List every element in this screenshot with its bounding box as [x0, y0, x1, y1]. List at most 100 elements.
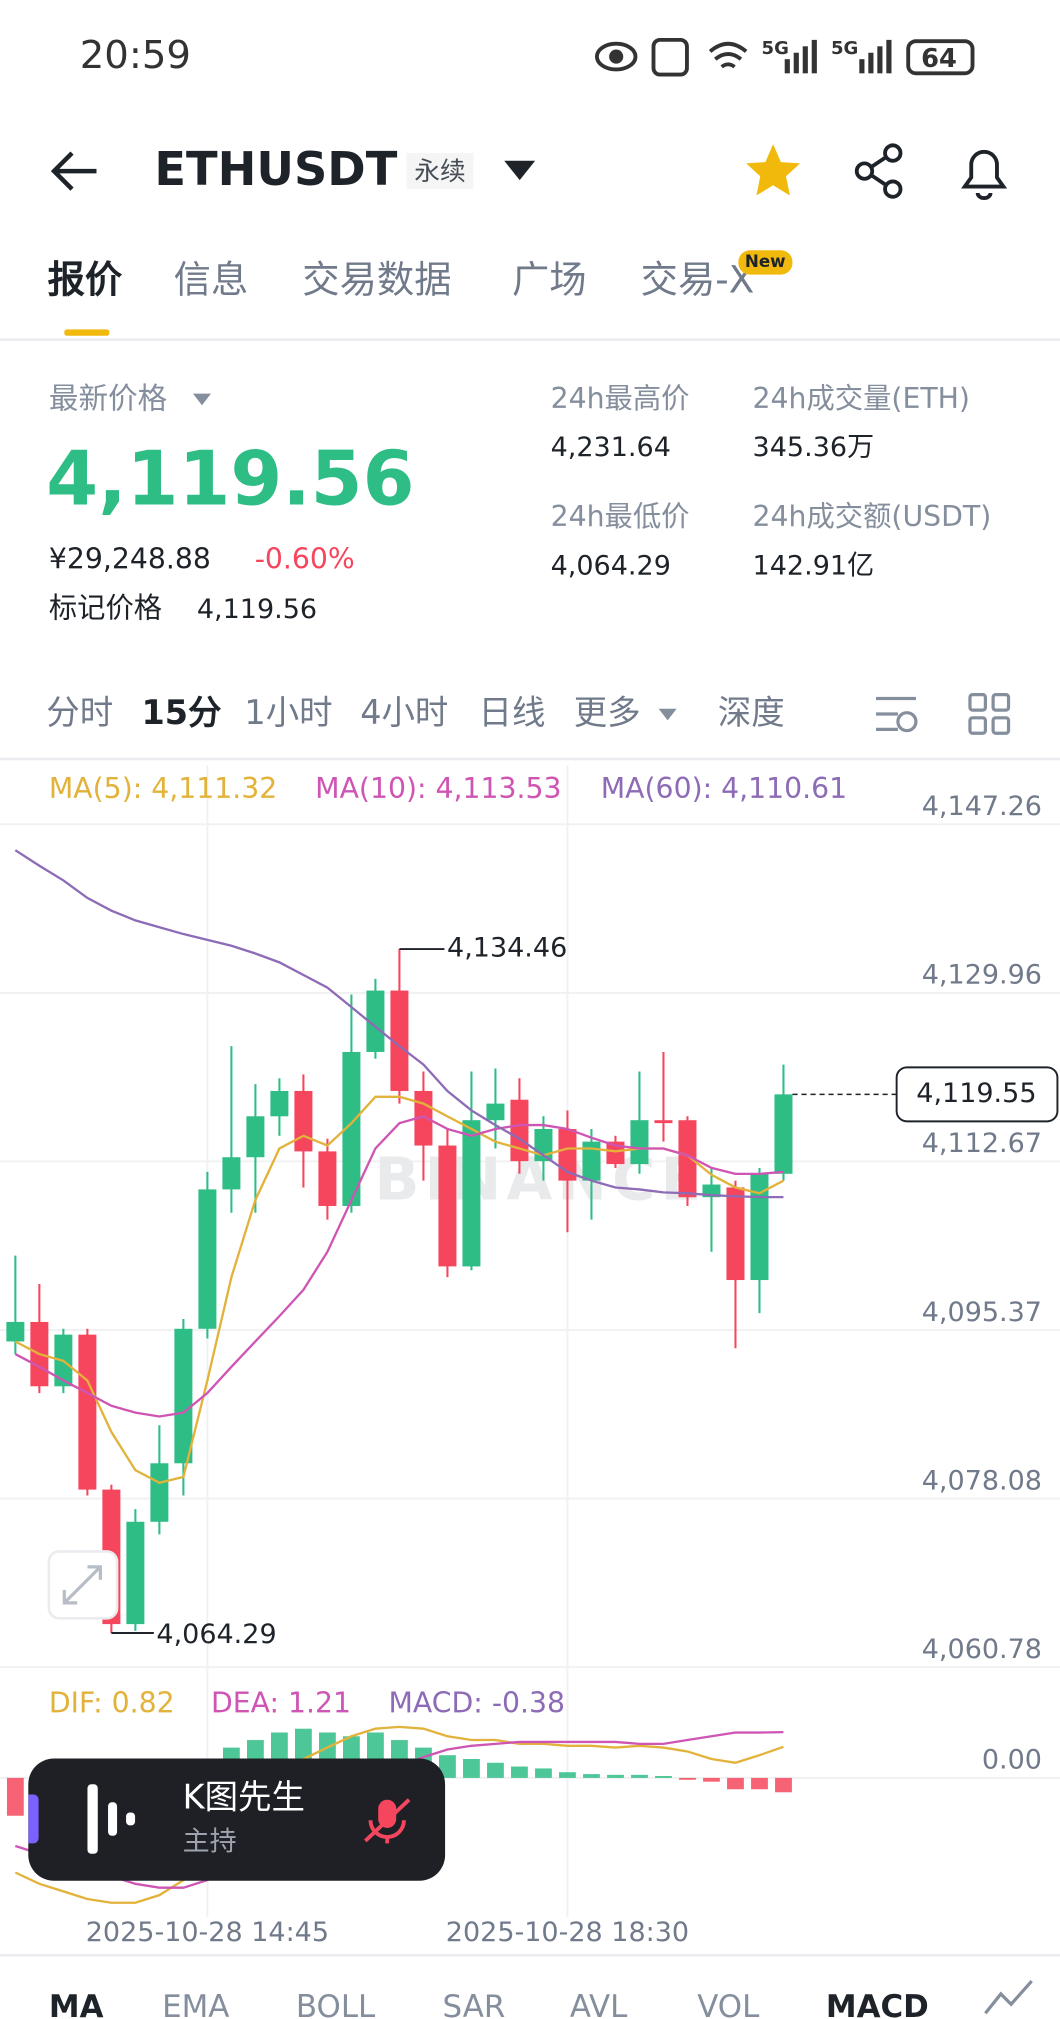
stat-value: 4,064.29: [550, 549, 671, 581]
candle-body: [342, 1051, 361, 1206]
macd-bar: [751, 1777, 768, 1790]
mute-icon[interactable]: [360, 1795, 417, 1846]
last-price-label: 4,119.55: [916, 1078, 1036, 1109]
x-tick-label: 2025-10-28 14:45: [86, 1917, 329, 1948]
macd-line: [14, 1725, 784, 1904]
symbol[interactable]: ETHUSDT: [154, 144, 398, 197]
stat-label: 24h最低价: [550, 501, 690, 534]
host-name: K图先生: [182, 1779, 305, 1818]
stat-label: 24h成交量(ETH): [752, 383, 970, 416]
interval[interactable]: 日线: [478, 694, 546, 734]
candle-body: [510, 1099, 529, 1162]
stat-value: 345.36万: [752, 431, 875, 463]
y-tick-label: 4,147.26: [922, 791, 1042, 822]
more-dropdown[interactable]: [658, 708, 677, 721]
macd-bar: [559, 1772, 576, 1778]
stat-value: 4,231.64: [550, 431, 671, 463]
favorite-star[interactable]: [746, 144, 801, 196]
eye-icon: [594, 41, 638, 72]
share-button[interactable]: [854, 143, 903, 199]
battery-icon: [906, 39, 975, 76]
candle-body: [222, 1157, 241, 1190]
macd-bar: [439, 1755, 456, 1778]
candle-body: [198, 1189, 217, 1329]
macd-bar: [727, 1777, 744, 1790]
y-tick-label: 4,078.08: [922, 1465, 1042, 1496]
stat-label: 24h最高价: [550, 383, 690, 416]
indicator-tab[interactable]: MA: [48, 1988, 104, 2019]
macd-bar: [535, 1768, 552, 1778]
candle-body: [366, 990, 385, 1052]
clock: 20:59: [79, 33, 191, 79]
y-tick-label: 0.00: [982, 1745, 1042, 1776]
network-label: 5G: [831, 38, 859, 60]
signal-bars: [784, 39, 892, 74]
candle-body: [294, 1090, 313, 1152]
ma-line: [14, 849, 784, 1199]
candle-body: [678, 1120, 697, 1198]
candle-body: [6, 1321, 25, 1342]
last-price: 4,119.56: [46, 434, 415, 523]
macd-bar: [631, 1774, 648, 1778]
symbol-dropdown[interactable]: [504, 160, 536, 181]
layout-icon[interactable]: [968, 693, 1011, 735]
chart-settings-icon[interactable]: [876, 696, 918, 733]
candle-body: [150, 1463, 169, 1522]
back-button[interactable]: [50, 151, 97, 191]
indicator-tab[interactable]: EMA: [162, 1988, 230, 2019]
tab[interactable]: 信息: [173, 257, 249, 302]
new-badge: New: [738, 250, 793, 275]
last-price-box: [895, 1066, 1059, 1123]
candle-body: [774, 1094, 793, 1174]
macd-bar: [679, 1777, 696, 1780]
macd-bar: [703, 1777, 720, 1782]
battery-level: 64: [921, 42, 957, 74]
status-icons: [594, 37, 975, 77]
interval[interactable]: 1小时: [244, 694, 333, 734]
indicator-tab[interactable]: SAR: [442, 1988, 506, 2019]
legend-entry: MA(5): 4,111.32: [49, 772, 277, 805]
candle-body: [318, 1151, 337, 1206]
candle-body: [270, 1090, 289, 1117]
price-dropdown[interactable]: [192, 393, 211, 406]
interval[interactable]: 分时: [46, 694, 114, 734]
legend-entry: MA(10): 4,113.53: [315, 772, 561, 805]
contract-tag: 永续: [406, 153, 474, 190]
legend-entry: MA(60): 4,110.61: [601, 772, 847, 805]
tab-underline: [64, 329, 110, 336]
indicator-settings[interactable]: [984, 1980, 1033, 2015]
voice-overlay[interactable]: K图先生 主持: [28, 1758, 446, 1881]
interval[interactable]: 深度: [717, 694, 785, 734]
legend-entry: DIF: 0.82: [49, 1686, 175, 1719]
mark-price: 4,119.56: [196, 593, 318, 625]
interval[interactable]: 4小时: [360, 694, 449, 734]
indicator-tab[interactable]: VOL: [697, 1988, 760, 2019]
tab[interactable]: 交易-X: [640, 257, 755, 302]
candle-body: [126, 1521, 145, 1625]
candle-body: [462, 1120, 481, 1267]
macd-bar: [511, 1766, 528, 1778]
macd-bar: [487, 1762, 504, 1778]
interval[interactable]: 更多: [573, 694, 641, 734]
candle-body: [630, 1120, 649, 1165]
tab[interactable]: 报价: [47, 257, 123, 302]
macd-bar: [607, 1774, 624, 1778]
candle-body: [78, 1334, 97, 1490]
voice-icon: [126, 1812, 136, 1826]
legend-entry: MACD: -0.38: [388, 1686, 565, 1719]
y-tick-label: 4,095.37: [922, 1297, 1042, 1328]
eye-pupil: [609, 49, 624, 64]
alert-bell[interactable]: [961, 149, 1008, 201]
indicator-tab[interactable]: MACD: [825, 1988, 929, 2019]
last-price-label[interactable]: 最新价格: [48, 382, 168, 417]
expand-button[interactable]: [47, 1550, 119, 1620]
indicator-tab[interactable]: BOLL: [295, 1988, 376, 2019]
indicator-tab[interactable]: AVL: [569, 1988, 628, 2019]
tab[interactable]: 交易数据: [302, 257, 452, 302]
candle-body: [390, 990, 409, 1091]
tab[interactable]: 广场: [511, 257, 587, 302]
interval[interactable]: 15分: [141, 694, 222, 734]
